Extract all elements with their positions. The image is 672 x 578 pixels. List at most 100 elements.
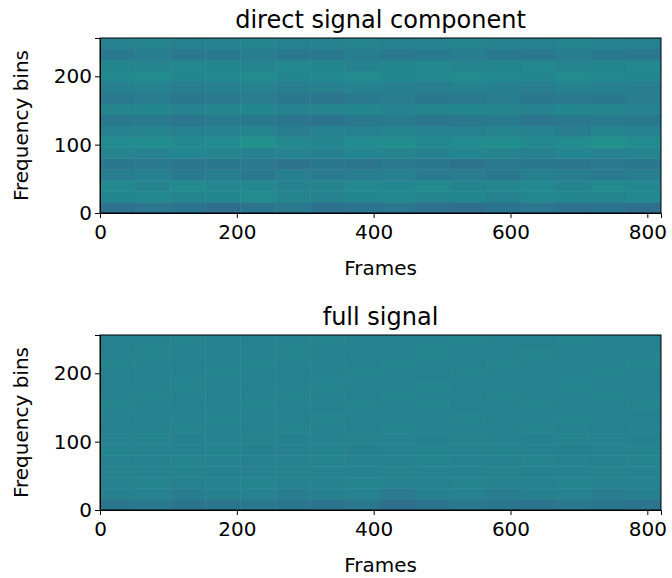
cell [275,335,311,346]
cell [486,412,522,423]
cell [170,433,206,444]
y-axis-line [95,336,101,511]
cell [626,82,661,93]
y-axis: 0100200 [54,39,101,225]
cell [100,401,136,412]
cell [345,126,381,137]
cells [100,38,661,213]
x-tick-mark [510,213,511,218]
cell [345,136,381,147]
cell [170,412,206,423]
cell [521,104,557,115]
cell [486,477,522,488]
cell [310,466,346,477]
cell [381,444,417,455]
cell [240,423,276,434]
cell [345,412,381,423]
cell [626,499,661,510]
cell [521,390,557,401]
cell [451,423,487,434]
cell [521,71,557,82]
x-tick-mark [647,213,648,218]
cell [240,93,276,104]
cell [416,115,452,126]
cell [486,455,522,466]
cell [486,466,522,477]
y-tick-mark [95,76,100,77]
cell [626,147,661,158]
cell [275,104,311,115]
cell [486,136,522,147]
cell [556,38,592,49]
cell [135,488,171,499]
x-tick: 400 [355,213,393,244]
title: direct signal component [235,6,526,34]
cell [170,357,206,368]
cell [345,390,381,401]
cell [135,169,171,180]
cell [100,499,136,510]
cell [275,444,311,455]
cell [591,93,627,104]
cell [626,71,661,82]
cell [521,191,557,202]
cell [310,136,346,147]
cell [451,401,487,412]
cell [381,126,417,137]
cell [521,444,557,455]
cell [135,423,171,434]
cell [416,401,452,412]
cell [626,401,661,412]
cell [205,180,241,191]
cell [451,82,487,93]
cell [626,180,661,191]
cell [556,202,592,213]
cell [100,38,136,49]
cell [591,169,627,180]
cell [556,93,592,104]
cell [451,379,487,390]
cell [170,191,206,202]
cell [591,60,627,71]
cell [486,71,522,82]
cell [345,93,381,104]
cell [135,49,171,60]
cell [556,444,592,455]
cell [521,379,557,390]
cell [205,499,241,510]
cell [416,147,452,158]
cell [381,71,417,82]
cell [205,390,241,401]
cell [310,126,346,137]
cell [381,335,417,346]
x-tick-label: 800 [629,517,667,541]
x-tick-label: 200 [218,220,256,244]
cell [591,158,627,169]
y-tick-mark [95,145,100,146]
cell [626,444,661,455]
cell [205,136,241,147]
cell [310,477,346,488]
y-tick: 0 [79,201,100,225]
cell [451,499,487,510]
cell [381,499,417,510]
cell [135,115,171,126]
x-tick-label: 600 [492,517,530,541]
cell [205,379,241,390]
cell [170,93,206,104]
y-axis-line [95,39,101,214]
cell [275,412,311,423]
cell [135,158,171,169]
cell [345,158,381,169]
cell [205,335,241,346]
cell [626,346,661,357]
x-tick-mark [237,510,238,515]
cell [626,49,661,60]
x-tick-mark [374,510,375,515]
cell [240,147,276,158]
cell [100,412,136,423]
cell [135,499,171,510]
cell [345,346,381,357]
cell [275,488,311,499]
cell [205,82,241,93]
